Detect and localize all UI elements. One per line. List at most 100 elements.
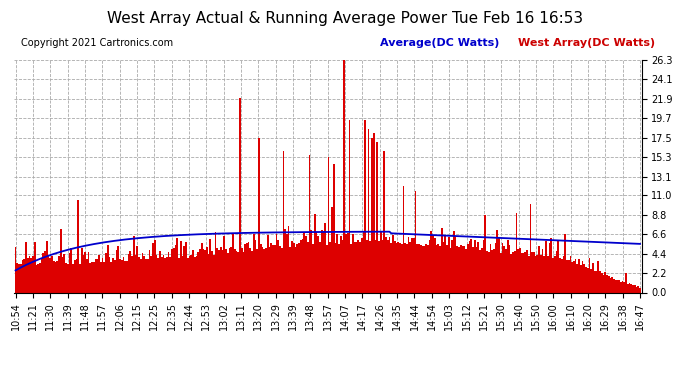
Bar (211, 251, 213, 292)
Bar (477, 242, 479, 292)
Bar (522, 252, 524, 292)
Bar (91, 262, 93, 292)
Bar (110, 262, 112, 292)
Bar (100, 262, 101, 292)
Bar (591, 269, 592, 292)
Bar (399, 243, 401, 292)
Bar (411, 238, 413, 292)
Bar (17, 263, 18, 292)
Bar (549, 243, 551, 292)
Bar (538, 246, 540, 292)
Bar (284, 229, 286, 292)
Bar (75, 259, 77, 292)
Bar (246, 243, 248, 292)
Bar (616, 280, 618, 292)
Bar (330, 242, 331, 292)
Bar (404, 243, 406, 292)
Bar (184, 246, 185, 292)
Bar (472, 248, 474, 292)
Bar (444, 236, 446, 292)
Bar (314, 214, 315, 292)
Bar (566, 260, 568, 292)
Bar (282, 151, 284, 292)
Bar (545, 241, 547, 292)
Bar (115, 250, 117, 292)
Bar (422, 246, 424, 292)
Bar (117, 246, 119, 292)
Bar (197, 252, 199, 292)
Bar (351, 244, 352, 292)
Bar (218, 250, 220, 292)
Bar (319, 242, 321, 292)
Bar (237, 252, 239, 292)
Bar (88, 252, 90, 292)
Bar (101, 258, 104, 292)
Bar (555, 251, 558, 292)
Bar (291, 241, 293, 292)
Bar (265, 249, 267, 292)
Bar (154, 240, 155, 292)
Bar (533, 252, 535, 292)
Bar (79, 264, 81, 292)
Bar (382, 240, 384, 292)
Text: West Array(DC Watts): West Array(DC Watts) (518, 38, 655, 48)
Bar (51, 256, 53, 292)
Bar (562, 256, 564, 292)
Bar (395, 243, 397, 292)
Bar (225, 249, 227, 292)
Bar (348, 120, 351, 292)
Bar (161, 257, 163, 292)
Bar (484, 215, 486, 292)
Bar (388, 237, 391, 292)
Bar (359, 242, 361, 292)
Bar (427, 244, 428, 292)
Bar (242, 252, 244, 292)
Bar (409, 242, 411, 292)
Text: Average(DC Watts): Average(DC Watts) (380, 38, 499, 48)
Bar (317, 236, 319, 292)
Bar (258, 138, 260, 292)
Bar (124, 261, 126, 292)
Bar (177, 238, 178, 292)
Bar (298, 243, 300, 292)
Bar (114, 260, 115, 292)
Bar (613, 279, 615, 292)
Bar (277, 240, 279, 292)
Bar (286, 234, 288, 292)
Bar (402, 186, 404, 292)
Bar (592, 262, 594, 292)
Bar (629, 283, 631, 292)
Bar (471, 239, 472, 292)
Bar (57, 261, 58, 292)
Bar (457, 246, 458, 292)
Bar (618, 280, 620, 292)
Bar (201, 243, 203, 292)
Bar (163, 255, 164, 292)
Bar (302, 238, 304, 292)
Bar (552, 258, 554, 292)
Text: West Array Actual & Running Average Power Tue Feb 16 16:53: West Array Actual & Running Average Powe… (107, 11, 583, 26)
Bar (144, 256, 145, 292)
Bar (352, 234, 354, 292)
Bar (322, 231, 324, 292)
Bar (145, 260, 147, 292)
Bar (61, 257, 63, 292)
Bar (131, 256, 133, 292)
Bar (635, 287, 638, 292)
Bar (86, 259, 88, 292)
Bar (77, 200, 79, 292)
Bar (340, 236, 342, 292)
Bar (312, 244, 314, 292)
Bar (147, 259, 148, 292)
Bar (482, 240, 484, 292)
Bar (275, 234, 277, 292)
Bar (293, 243, 295, 292)
Bar (175, 246, 177, 292)
Bar (18, 264, 20, 292)
Bar (584, 264, 585, 292)
Bar (632, 285, 634, 292)
Bar (500, 253, 502, 292)
Bar (582, 261, 584, 292)
Bar (272, 245, 274, 292)
Bar (235, 251, 237, 292)
